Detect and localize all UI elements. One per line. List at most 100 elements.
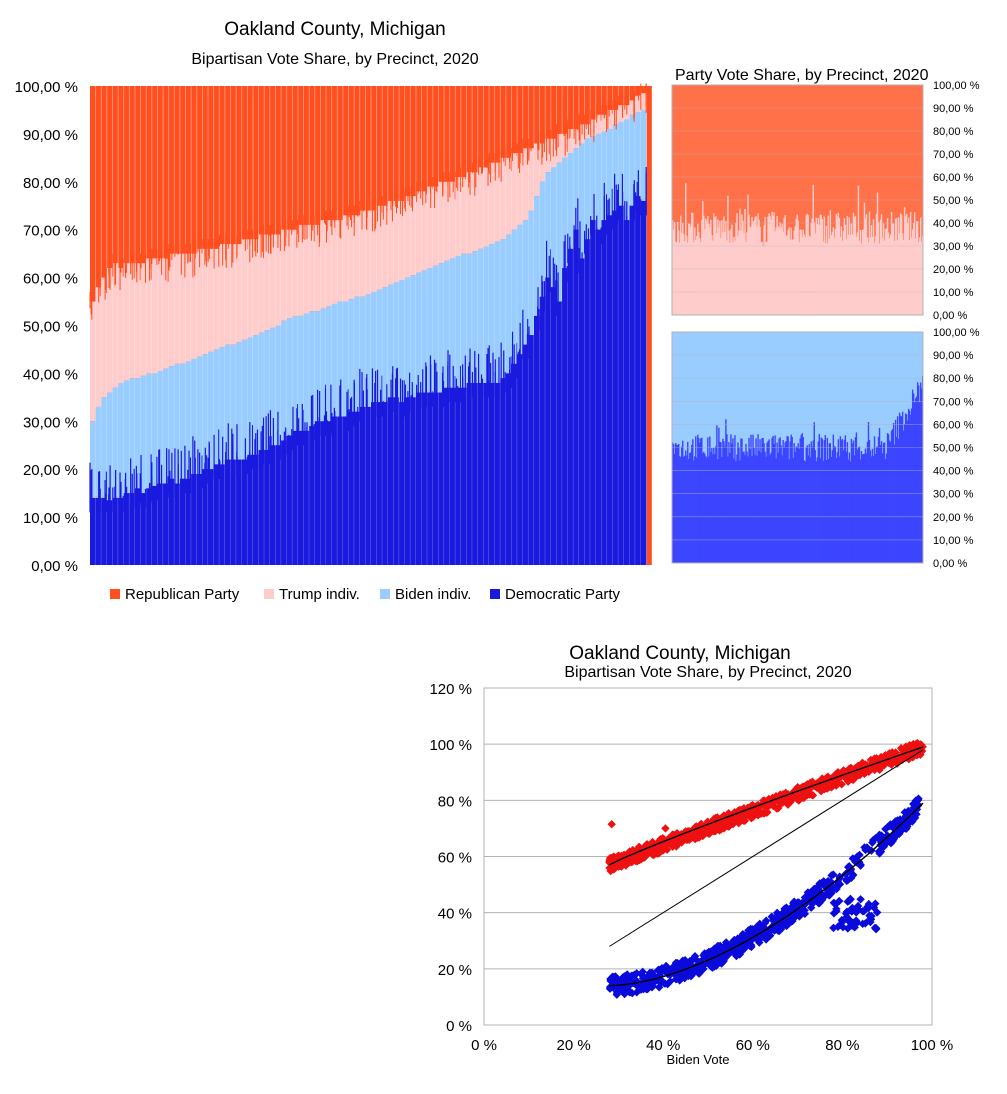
bar-biden-indiv bbox=[629, 114, 636, 206]
scatter-point-democratic bbox=[858, 919, 867, 929]
legend-swatch-democratic bbox=[490, 589, 500, 599]
side-bar bbox=[771, 437, 773, 563]
side-bar bbox=[821, 438, 823, 563]
side-bar bbox=[760, 242, 762, 315]
bar-biden-indiv bbox=[393, 282, 400, 398]
bar-democratic bbox=[123, 493, 130, 565]
bar-trump-indiv bbox=[505, 157, 512, 235]
side-bar bbox=[690, 452, 692, 563]
bar-biden-indiv bbox=[618, 121, 625, 206]
scatter-point-democratic bbox=[714, 941, 723, 951]
side-bar bbox=[711, 448, 713, 563]
scatter-point-republican bbox=[822, 773, 831, 782]
side-bar bbox=[784, 442, 786, 563]
side-bar bbox=[804, 461, 806, 563]
bar-democratic bbox=[326, 421, 332, 565]
side-bar bbox=[849, 234, 852, 315]
side-bar bbox=[822, 241, 825, 315]
scatter-trendline-republican bbox=[609, 746, 924, 866]
side-bar bbox=[789, 239, 791, 315]
scatter-point-republican bbox=[747, 801, 756, 811]
bar-trump-indiv bbox=[112, 263, 119, 388]
side-bar bbox=[743, 232, 745, 315]
bar-democratic bbox=[472, 382, 479, 565]
scatter-point-republican bbox=[815, 777, 824, 786]
scatter-point-democratic bbox=[676, 968, 685, 978]
side-bar bbox=[756, 455, 758, 563]
scatter-point-democratic bbox=[644, 970, 654, 980]
scatter-point-republican bbox=[915, 743, 924, 752]
side-bar bbox=[847, 234, 850, 315]
bar-biden-indiv bbox=[438, 263, 445, 393]
side-y-tick-label: 30,00 % bbox=[933, 241, 974, 253]
bar-trump-indiv bbox=[539, 143, 546, 182]
scatter-point-democratic bbox=[772, 908, 782, 918]
scatter-point-democratic bbox=[625, 987, 634, 997]
scatter-point-republican bbox=[650, 843, 659, 853]
scatter-point-republican bbox=[798, 791, 807, 800]
bar-biden-indiv bbox=[151, 373, 158, 486]
side-bar bbox=[714, 454, 716, 563]
side-bar bbox=[856, 449, 859, 563]
bar-trump-indiv bbox=[348, 215, 355, 300]
side-bar bbox=[768, 213, 770, 315]
bar-democratic bbox=[494, 382, 501, 565]
scatter-point-republican bbox=[803, 779, 812, 789]
scatter-grid bbox=[483, 687, 933, 1026]
side-bar bbox=[680, 215, 682, 315]
bar-democratic bbox=[578, 258, 585, 565]
bar-biden-indiv bbox=[432, 265, 439, 393]
side-bar bbox=[772, 216, 774, 315]
scatter-point-republican bbox=[791, 786, 800, 795]
side-bar bbox=[708, 456, 710, 563]
bar-trump-indiv bbox=[275, 234, 282, 326]
side-bar bbox=[752, 221, 754, 315]
side-bar bbox=[792, 239, 794, 315]
scatter-point-democratic bbox=[914, 794, 923, 803]
scatter-point-republican bbox=[692, 822, 701, 831]
side-bar bbox=[840, 226, 843, 315]
scatter-point-democratic bbox=[628, 988, 637, 998]
scatter-point-republican bbox=[848, 765, 857, 774]
scatter-point-democratic bbox=[820, 880, 829, 890]
scatter-point-republican bbox=[743, 811, 753, 820]
scatter-point-republican bbox=[837, 780, 846, 789]
bar-biden-indiv bbox=[477, 248, 484, 383]
side-bar bbox=[780, 227, 782, 315]
scatter-point-democratic bbox=[842, 907, 852, 916]
side-bar bbox=[787, 436, 789, 563]
side-bar bbox=[764, 451, 766, 563]
side-bar bbox=[773, 212, 775, 315]
side-bar bbox=[700, 438, 702, 563]
side-bar bbox=[910, 237, 913, 315]
side-bar bbox=[887, 434, 890, 563]
side-bar bbox=[721, 220, 723, 315]
scatter-point-republican bbox=[700, 825, 710, 834]
side-bar bbox=[815, 461, 817, 563]
side-bar bbox=[841, 439, 844, 563]
bar-trump-indiv bbox=[241, 239, 248, 340]
scatter-point-republican bbox=[833, 779, 842, 788]
side-bar bbox=[879, 445, 882, 563]
scatter-point-democratic bbox=[807, 903, 816, 912]
side-bar bbox=[793, 443, 795, 563]
bar-democratic bbox=[432, 392, 439, 565]
bar-trump-indiv bbox=[371, 210, 377, 292]
bar-biden-indiv bbox=[118, 382, 125, 498]
bar-democratic bbox=[410, 397, 417, 565]
side-bar bbox=[696, 457, 698, 563]
side-bar bbox=[745, 242, 747, 315]
bar-trump-indiv bbox=[342, 215, 349, 302]
scatter-point-republican bbox=[854, 770, 863, 780]
side-bar bbox=[854, 215, 857, 315]
bar-biden-indiv bbox=[466, 253, 473, 383]
side-bar bbox=[873, 436, 876, 563]
scatter-point-republican bbox=[736, 814, 745, 823]
scatter-y-tick-label: 20 % bbox=[438, 962, 472, 979]
side-bar bbox=[844, 224, 847, 315]
bar-biden-indiv bbox=[90, 421, 96, 498]
scatter-point-republican bbox=[831, 771, 840, 781]
bar-democratic bbox=[629, 205, 636, 565]
side-bar bbox=[750, 434, 752, 563]
side-bar bbox=[778, 227, 780, 315]
